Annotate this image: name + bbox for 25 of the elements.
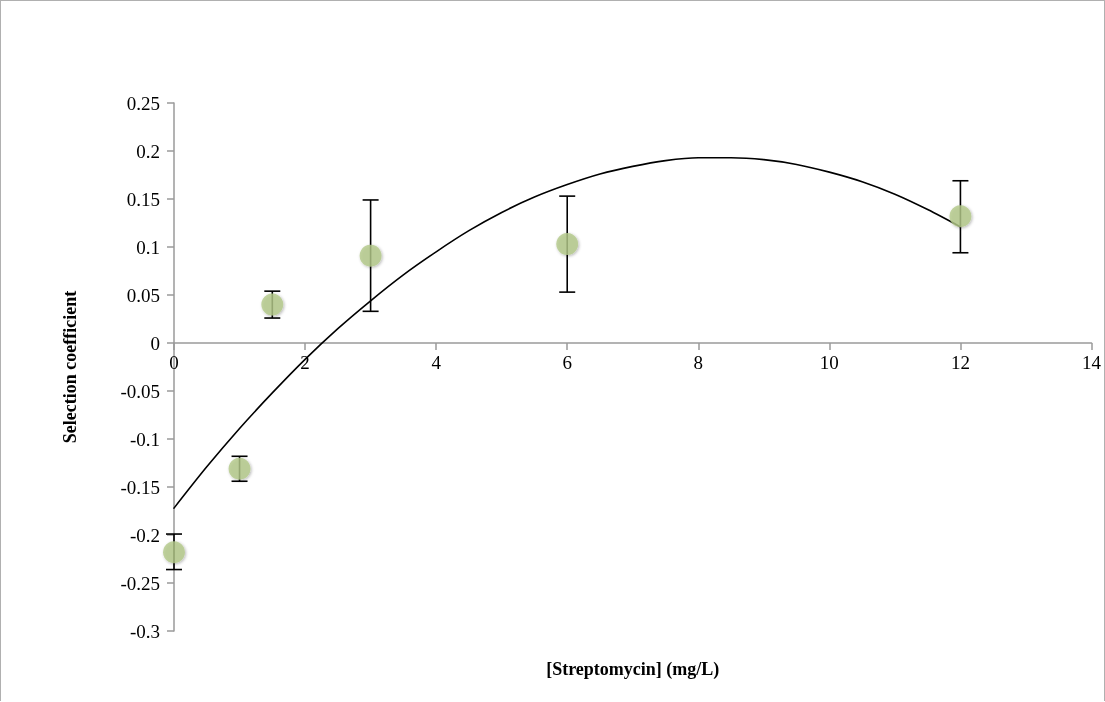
x-tick-label: 0 <box>169 352 179 373</box>
y-tick-label: 0.25 <box>126 92 160 114</box>
x-axis-title: [Streptomycin] (mg/L) <box>546 659 720 680</box>
x-tick-label: 8 <box>693 352 704 373</box>
y-tick-label: -0.05 <box>120 380 160 402</box>
y-tick-label: 0.05 <box>126 284 160 306</box>
y-tick-label: 0.2 <box>136 140 160 162</box>
y-axis-title: Selection coefficient <box>60 290 80 444</box>
x-tick-label: 4 <box>431 352 442 373</box>
point <box>556 233 579 256</box>
y-tick-label: 0.1 <box>136 236 160 258</box>
point <box>359 244 382 267</box>
x-tick-label: 10 <box>819 352 839 373</box>
y-tick-label: -0.3 <box>129 620 160 642</box>
x-tick-label: 12 <box>950 352 970 373</box>
point <box>163 541 185 564</box>
y-tick-label: 0.15 <box>126 188 160 210</box>
x-tick-label: 14 <box>1082 352 1102 373</box>
y-tick-label: -0.2 <box>129 524 160 546</box>
y-tick-label: -0.1 <box>129 428 160 450</box>
point <box>949 205 972 228</box>
y-tick-label: 0 <box>150 332 160 354</box>
y-tick-label: -0.25 <box>120 572 160 594</box>
y-tick-label: -0.15 <box>120 476 160 498</box>
x-tick-label: 6 <box>562 352 572 373</box>
